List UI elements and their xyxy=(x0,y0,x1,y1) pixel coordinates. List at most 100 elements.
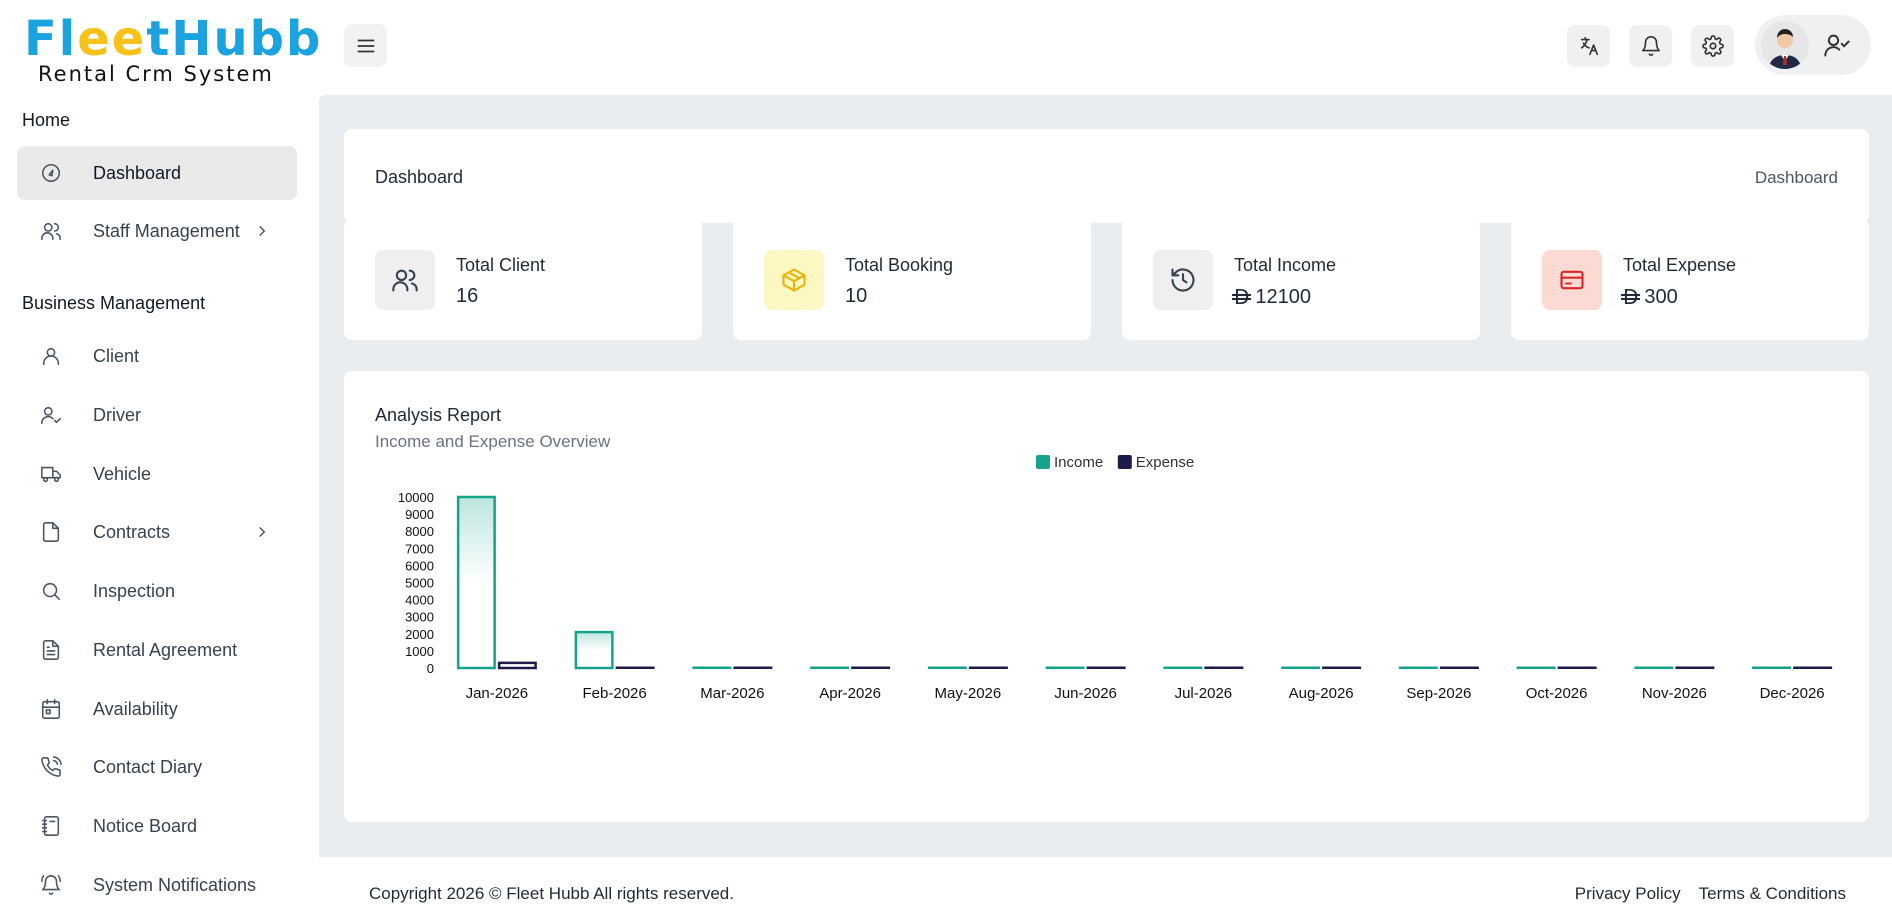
legend-swatch xyxy=(1117,455,1132,469)
history-icon xyxy=(1153,250,1213,310)
bar-income-dec-2026[interactable] xyxy=(1752,666,1792,670)
bar-expense-jun-2026[interactable] xyxy=(1086,666,1126,670)
sidebar-item-notice-board[interactable]: Notice Board xyxy=(17,799,297,853)
legend-item-expense[interactable]: Expense xyxy=(1117,454,1194,471)
bar-income-feb-2026[interactable] xyxy=(574,630,614,670)
logo[interactable]: FleetHubb Rental Crm System xyxy=(24,11,323,85)
stat-card-total-client: Total Client 16 xyxy=(344,219,702,340)
bar-income-nov-2026[interactable] xyxy=(1634,666,1674,670)
nav-section-business-management: Business Management xyxy=(22,293,206,313)
sidebar: FleetHubb Rental Crm System Home Dashboa… xyxy=(0,0,323,917)
bar-expense-oct-2026[interactable] xyxy=(1557,666,1597,670)
sidebar-item-label: System Notifications xyxy=(93,874,257,895)
bar-income-may-2026[interactable] xyxy=(927,666,967,670)
bar-income-oct-2026[interactable] xyxy=(1516,666,1556,670)
stat-label: Total Income xyxy=(1234,255,1337,275)
x-tick-label: Jul-2026 xyxy=(1175,685,1233,702)
sidebar-item-contracts[interactable]: Contracts xyxy=(17,505,297,559)
bar-income-apr-2026[interactable] xyxy=(810,666,850,670)
y-tick-label: 2000 xyxy=(405,627,434,642)
calendar-icon xyxy=(39,697,63,721)
sidebar-item-label: Availability xyxy=(93,698,178,719)
sidebar-item-label: Vehicle xyxy=(93,463,152,484)
y-tick-label: 4000 xyxy=(405,593,434,608)
bar-expense-jul-2026[interactable] xyxy=(1204,666,1244,670)
sidebar-item-availability[interactable]: Availability xyxy=(17,682,297,736)
sidebar-item-driver[interactable]: Driver xyxy=(17,388,297,442)
user-menu[interactable] xyxy=(1755,15,1871,75)
credit-card-icon xyxy=(1542,250,1602,310)
bar-income-jul-2026[interactable] xyxy=(1163,666,1203,670)
y-tick-label: 9000 xyxy=(405,507,434,522)
bar-income-mar-2026[interactable] xyxy=(692,666,732,670)
legend-label: Expense xyxy=(1136,454,1194,471)
bar-expense-dec-2026[interactable] xyxy=(1793,666,1833,670)
y-tick-label: 3000 xyxy=(405,610,434,625)
menu-toggle-button[interactable] xyxy=(344,24,387,67)
bell-ring-icon xyxy=(39,873,63,897)
sidebar-item-rental-agreement[interactable]: Rental Agreement xyxy=(17,623,297,677)
language-button[interactable] xyxy=(1567,25,1610,67)
translate-icon xyxy=(1580,36,1598,56)
x-tick-label: Sep-2026 xyxy=(1406,685,1471,702)
legend-item-income[interactable]: Income xyxy=(1036,454,1103,471)
footer-copyright: Copyright 2026 © Fleet Hubb All rights r… xyxy=(369,884,734,903)
bar-income-aug-2026[interactable] xyxy=(1281,666,1321,670)
breadcrumb: Dashboard Dashboard xyxy=(344,129,1869,223)
bar-expense-jan-2026[interactable] xyxy=(497,661,537,670)
hamburger-icon xyxy=(357,39,374,52)
y-tick-label: 6000 xyxy=(405,558,434,573)
privacy-policy-link[interactable]: Privacy Policy xyxy=(1574,884,1681,903)
sidebar-item-label: Driver xyxy=(93,404,141,425)
main-content: Dashboard Dashboard Total Client 16 Tota… xyxy=(319,95,1892,857)
stat-value: D 300 xyxy=(1620,285,1678,309)
bar-expense-sep-2026[interactable] xyxy=(1439,666,1479,670)
nav-section-home: Home xyxy=(22,110,71,130)
footer-links: Privacy Policy Terms & Conditions xyxy=(1575,884,1846,904)
legend-swatch xyxy=(1036,455,1050,469)
bar-expense-may-2026[interactable] xyxy=(968,666,1008,670)
sidebar-item-contact-diary[interactable]: Contact Diary xyxy=(17,740,297,794)
bar-expense-aug-2026[interactable] xyxy=(1322,666,1362,670)
bar-expense-mar-2026[interactable] xyxy=(733,666,773,670)
bar-expense-feb-2026[interactable] xyxy=(615,666,655,670)
analysis-report-card: Analysis Report Income and Expense Overv… xyxy=(344,371,1869,822)
sidebar-item-inspection[interactable]: Inspection xyxy=(17,564,297,618)
sidebar-item-system-notifications[interactable]: System Notifications xyxy=(17,858,297,912)
y-tick-label: 8000 xyxy=(405,524,434,539)
notifications-button[interactable] xyxy=(1629,25,1672,67)
legend-label: Income xyxy=(1054,454,1103,471)
bar-expense-nov-2026[interactable] xyxy=(1675,666,1715,670)
stat-card-total-expense: Total Expense D 300 xyxy=(1511,219,1869,340)
bar-income-jan-2026[interactable] xyxy=(456,495,496,670)
sidebar-item-label: Staff Management xyxy=(93,220,240,241)
sidebar-item-label: Dashboard xyxy=(93,162,182,183)
sidebar-item-staff-management[interactable]: Staff Management xyxy=(17,204,297,258)
x-tick-label: Jun-2026 xyxy=(1054,685,1117,702)
page-title: Dashboard xyxy=(375,167,464,187)
breadcrumb-link[interactable]: Dashboard xyxy=(1754,168,1838,187)
sidebar-item-vehicle[interactable]: Vehicle xyxy=(17,447,297,501)
logo-main-text: FleetHubb xyxy=(24,11,323,67)
report-subtitle: Income and Expense Overview xyxy=(375,432,611,451)
bar-income-sep-2026[interactable] xyxy=(1398,666,1438,670)
x-tick-label: Jan-2026 xyxy=(466,685,529,702)
sidebar-item-client[interactable]: Client xyxy=(17,329,297,383)
avatar xyxy=(1761,21,1809,69)
income-expense-chart: Income Expense 0 1000 2000 3000 4000 5000 6000 70… xyxy=(398,454,1833,702)
terms-link[interactable]: Terms & Conditions xyxy=(1698,884,1846,903)
settings-button[interactable] xyxy=(1691,25,1734,67)
chart-legend: Income Expense xyxy=(1036,454,1194,471)
users-icon xyxy=(39,219,63,243)
x-tick-label: Nov-2026 xyxy=(1642,685,1707,702)
stat-label: Total Booking xyxy=(845,255,954,275)
bar-expense-apr-2026[interactable] xyxy=(851,666,891,670)
stat-label: Total Client xyxy=(456,255,546,275)
users-icon xyxy=(375,250,435,310)
bar-income-jun-2026[interactable] xyxy=(1045,666,1085,670)
x-tick-label: Aug-2026 xyxy=(1289,685,1354,702)
y-tick-label: 10000 xyxy=(398,490,434,505)
sidebar-item-dashboard[interactable]: Dashboard xyxy=(17,146,297,200)
box-icon xyxy=(764,250,824,310)
bell-icon xyxy=(1641,36,1660,57)
